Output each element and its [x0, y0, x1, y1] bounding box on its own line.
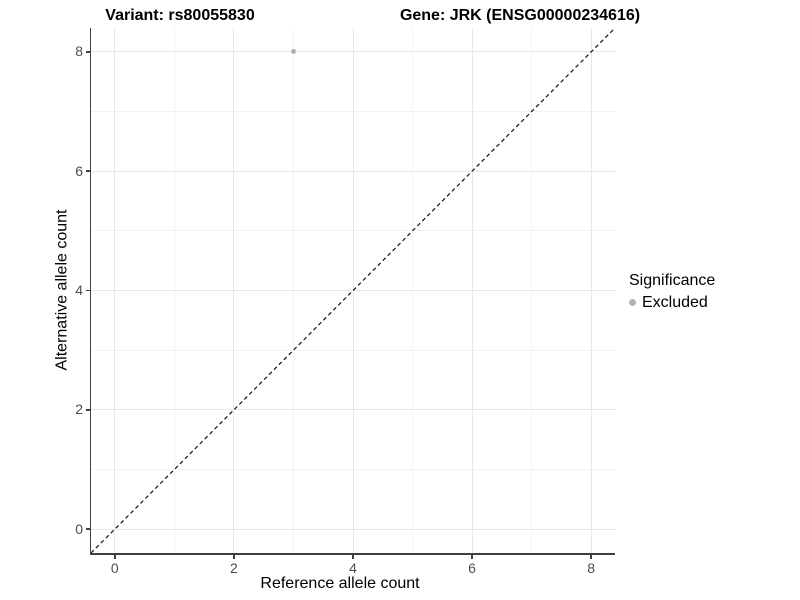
y-axis-tick [85, 409, 90, 411]
legend: Significance Excluded [629, 271, 715, 312]
x-axis-tick [233, 554, 235, 559]
x-axis-tick-label: 2 [230, 560, 238, 576]
y-axis-tick-label: 2 [75, 401, 83, 418]
identity-line [91, 28, 615, 553]
major-gridline-horizontal [91, 170, 615, 172]
legend-item-label: Excluded [642, 294, 708, 311]
x-axis-tick [590, 554, 592, 559]
y-axis-tick [85, 289, 90, 292]
x-axis-tick-label: 0 [110, 560, 119, 576]
x-axis-tick-label: 6 [468, 560, 476, 576]
x-axis-tick [114, 554, 116, 559]
y-axis-tick-label: 4 [75, 282, 83, 298]
y-axis-tick-label: 8 [75, 43, 83, 60]
x-axis-tick [471, 554, 473, 559]
plot-panel [91, 28, 615, 553]
major-gridline-horizontal [91, 528, 615, 530]
plot-title-gene: Gene: JRK (ENSG00000234616) [399, 7, 641, 24]
x-axis-title: Reference allele count [260, 575, 420, 592]
y-axis-tick-label: 6 [75, 162, 83, 179]
legend-title: Significance [629, 272, 716, 289]
plot-title-variant: Variant: rs80055830 [105, 7, 255, 24]
y-axis-tick [85, 170, 90, 172]
x-axis-tick-label: 8 [587, 560, 596, 576]
y-axis-tick-label: 0 [75, 520, 83, 537]
x-axis-tick-label: 4 [349, 560, 357, 576]
x-axis-line [89, 553, 615, 555]
y-axis-tick [85, 51, 90, 53]
major-gridline-horizontal [91, 51, 615, 53]
major-gridline-horizontal [91, 290, 615, 291]
data-point-excluded [290, 49, 296, 55]
excluded-point-icon [629, 299, 636, 306]
major-gridline-horizontal [91, 409, 615, 411]
y-axis-tick [85, 528, 90, 530]
legend-item-excluded: Excluded [629, 293, 715, 312]
identity-line-layer [91, 28, 615, 553]
y-axis-line [89, 28, 91, 555]
x-axis-tick [352, 554, 354, 559]
